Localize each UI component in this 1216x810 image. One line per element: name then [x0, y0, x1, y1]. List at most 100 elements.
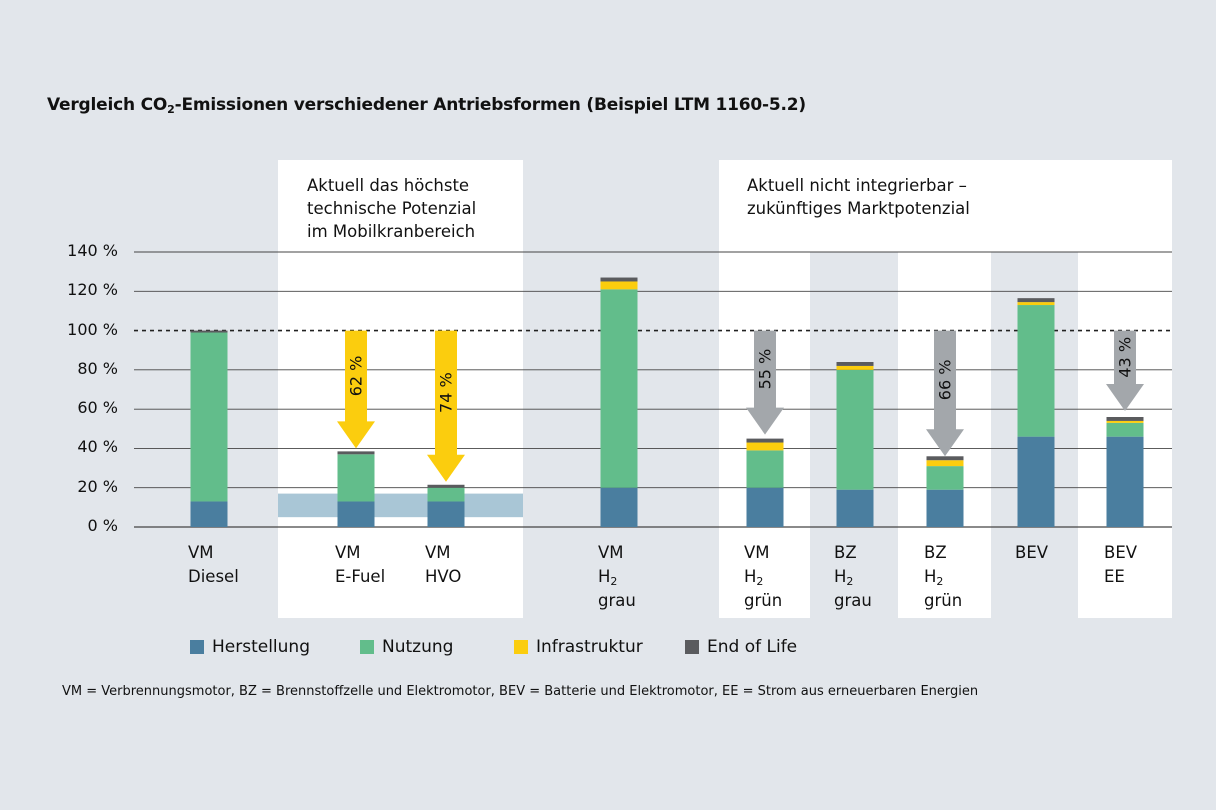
legend-swatch-nutzung	[360, 640, 374, 654]
x-category-label: BEV	[1015, 541, 1048, 565]
x-category-label: VM H2 grün	[744, 541, 782, 613]
reduction-label-4: 55 %	[756, 349, 775, 390]
x-category-label: VM HVO	[425, 541, 461, 589]
bar-segment-herstellung-8	[1106, 436, 1144, 527]
x-category-line-2: Diesel	[188, 567, 239, 586]
legend-label-end-of-life: End of Life	[707, 637, 798, 657]
bar-segment-nutzung-0	[190, 332, 228, 502]
legend-label-infrastruktur: Infrastruktur	[536, 637, 643, 657]
x-category-line-2: H2	[834, 567, 854, 588]
reduction-label-1: 62 %	[347, 356, 366, 397]
bar-segment-end-of-life-8	[1106, 417, 1144, 421]
x-category-label: BZ H2 grün	[924, 541, 962, 613]
legend-swatch-herstellung	[190, 640, 204, 654]
reference-band	[278, 493, 523, 518]
reduction-label-8: 43 %	[1116, 337, 1135, 378]
bar-segment-nutzung-3	[600, 289, 638, 488]
bar-segment-end-of-life-1	[337, 451, 375, 455]
group-label-right-line-2: zukünftiges Marktpotenzial	[747, 199, 970, 218]
bar-segment-nutzung-4	[746, 450, 784, 488]
bar-segment-infrastruktur-4	[746, 442, 784, 451]
legend-item-herstellung: Herstellung	[190, 637, 310, 657]
bar-segment-end-of-life-0	[190, 330, 228, 333]
bar-segment-infrastruktur-5	[836, 365, 874, 370]
x-category-line-1: VM	[425, 543, 451, 562]
bar-segment-herstellung-1	[337, 501, 375, 527]
bar-segment-end-of-life-7	[1017, 298, 1055, 303]
footnote: VM = Verbrennungsmotor, BZ = Brennstoffz…	[62, 684, 979, 699]
x-category-line-2: H2	[924, 567, 944, 588]
x-category-label: BEV EE	[1104, 541, 1137, 589]
bar-segment-infrastruktur-7	[1017, 302, 1055, 306]
bar-segment-herstellung-0	[190, 501, 228, 527]
bar-segment-herstellung-4	[746, 487, 784, 527]
reduction-arrow-1	[337, 330, 375, 449]
x-category-line-2: E-Fuel	[335, 567, 386, 586]
group-label-left-line-3: im Mobilkranbereich	[307, 222, 476, 241]
bar-segment-end-of-life-3	[600, 277, 638, 282]
x-category-line-1: BEV	[1015, 543, 1049, 562]
y-tick-label: 100 %	[67, 319, 118, 339]
bar-segment-herstellung-7	[1017, 436, 1055, 527]
reduction-arrow-4	[746, 330, 784, 435]
x-category-line-2: H2	[744, 567, 764, 588]
x-category-line-2: EE	[1104, 567, 1125, 586]
x-category-line-3: grün	[924, 591, 963, 610]
legend-swatch-infrastruktur	[514, 640, 528, 654]
x-category-subscript: 2	[610, 575, 618, 588]
x-category-subscript: 2	[846, 575, 854, 588]
x-category-line-1: VM	[335, 543, 361, 562]
panel-current-potential	[278, 160, 523, 618]
x-category-line-1: BZ	[834, 543, 857, 562]
chart-title: Vergleich CO2-Emissionen verschiedener A…	[47, 95, 806, 115]
bar-segment-end-of-life-4	[746, 438, 784, 443]
reduction-arrow-8	[1106, 330, 1144, 412]
y-tick-label: 60 %	[77, 398, 118, 418]
title-prefix: Vergleich CO	[47, 95, 168, 115]
reduction-arrow-6	[926, 330, 964, 457]
reduction-label-6: 66 %	[936, 360, 955, 401]
group-label-right: Aktuell nicht integrierbar – zukünftiges…	[747, 174, 970, 220]
x-category-label: VM E-Fuel	[335, 541, 385, 589]
x-category-line-3: grau	[834, 591, 872, 610]
bar-segment-end-of-life-5	[836, 362, 874, 366]
bar-segment-end-of-life-2	[427, 484, 465, 488]
group-label-left: Aktuell das höchste technische Potenzial…	[307, 174, 476, 243]
bar-segment-herstellung-2	[427, 501, 465, 527]
title-subscript: 2	[167, 103, 175, 116]
y-tick-label: 120 %	[67, 280, 118, 300]
title-suffix: -Emissionen verschiedener Antriebsformen…	[174, 95, 807, 115]
reduction-arrow-2	[427, 330, 465, 482]
x-category-line-1: BZ	[924, 543, 947, 562]
bar-segment-herstellung-6	[926, 489, 964, 527]
bar-segment-infrastruktur-8	[1106, 420, 1144, 423]
bar-segment-herstellung-5	[836, 489, 874, 527]
x-category-line-3: grau	[598, 591, 636, 610]
x-category-line-1: VM	[744, 543, 770, 562]
x-category-line-3: grün	[744, 591, 783, 610]
legend-swatch-end-of-life	[685, 640, 699, 654]
x-category-label: VM Diesel	[188, 541, 239, 589]
group-label-left-line-1: Aktuell das höchste	[307, 176, 470, 195]
bar-segment-infrastruktur-6	[926, 460, 964, 467]
legend-item-infrastruktur: Infrastruktur	[514, 637, 643, 657]
y-tick-label: 0 %	[87, 516, 118, 535]
y-tick-label: 40 %	[77, 437, 118, 457]
group-label-left-line-2: technische Potenzial	[307, 199, 477, 218]
bar-segment-nutzung-2	[427, 487, 465, 502]
legend-item-nutzung: Nutzung	[360, 637, 453, 657]
x-category-label: VM H2 grau	[598, 541, 636, 613]
bar-segment-nutzung-5	[836, 369, 874, 490]
x-category-line-1: VM	[598, 543, 624, 562]
bar-segment-nutzung-1	[337, 454, 375, 502]
y-tick-label: 140 %	[67, 241, 118, 260]
legend-label-nutzung: Nutzung	[382, 637, 454, 657]
x-category-subscript: 2	[936, 575, 944, 588]
bar-segment-nutzung-6	[926, 466, 964, 490]
bar-segment-nutzung-8	[1106, 422, 1144, 437]
reduction-label-2: 74 %	[437, 372, 456, 413]
x-category-line-2: H2	[598, 567, 618, 588]
x-category-line-1: VM	[188, 543, 214, 562]
x-category-line-1: BEV	[1104, 543, 1138, 562]
